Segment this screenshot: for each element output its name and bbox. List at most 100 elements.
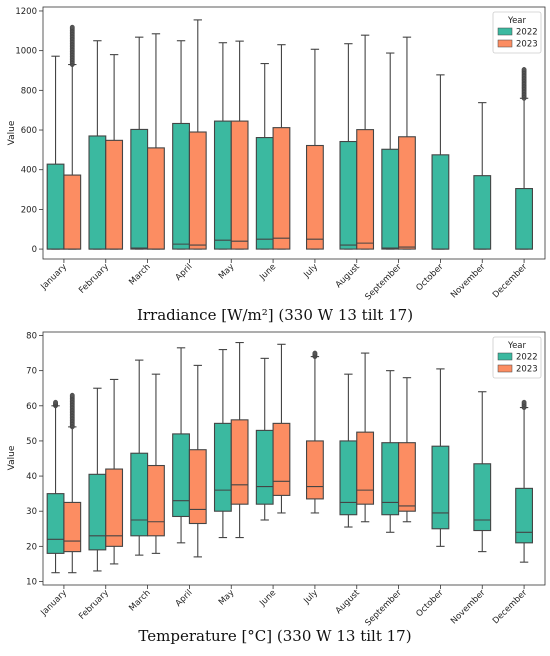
y-tick-label: 1200 [15,7,37,17]
legend-swatch-2022 [497,352,513,361]
box-2022 [172,40,190,250]
box-2023 [356,352,375,523]
box-2022 [255,357,274,521]
x-tick-label: March [127,262,152,287]
y-tick-label: 600 [21,126,37,136]
x-tick-label: November [449,588,488,627]
box-2022 [213,42,232,250]
box-iqr [339,440,358,516]
legend: Year 2022 2023 [492,11,542,54]
y-tick-label: 800 [21,86,37,96]
box-2023 [230,40,249,250]
legend-title: Year [507,341,527,351]
box-2023 [188,364,207,558]
outlier-point [69,392,75,398]
box-iqr [105,139,124,250]
box-iqr [305,144,324,250]
box-2023 [105,54,124,250]
box-iqr [63,174,82,250]
box-2022 [473,102,492,250]
box-2023 [63,392,82,574]
y-tick-label: 60 [26,402,37,412]
outlier-point [69,24,75,30]
box-2023 [356,34,375,250]
outlier-point [521,399,527,405]
box-iqr [172,122,190,250]
y-tick-label: 50 [26,437,37,447]
legend: Year 2022 2023 [492,336,542,379]
box-iqr [431,445,450,530]
legend-label-2022: 2022 [516,353,538,363]
chart-caption: Irradiance [W/m²] (330 W 13 tilt 17) [137,306,413,324]
box-iqr [188,131,207,250]
x-tick-label: November [449,262,488,301]
irradiance-chart: 0 200 400 600 800 1000 1200 January February Marc… [7,6,546,324]
box-2022 [431,74,450,250]
box-iqr [230,419,249,505]
box-2023 [398,377,416,523]
box-2022 [255,63,274,250]
plot-frame [42,6,546,260]
box-iqr [473,463,492,532]
box-iqr [305,440,324,500]
box-iqr [230,120,249,250]
x-tick-label: January [38,262,69,293]
outlier-point [53,399,58,405]
box-2023 [105,378,124,565]
y-tick-label: 80 [26,332,37,342]
legend-swatch-2023 [497,364,513,373]
legend-label-2022: 2022 [516,28,538,38]
y-tick-label: 30 [26,507,37,517]
box-2023 [63,24,82,250]
x-tick-label: December [491,588,530,627]
x-tick-label: July [301,588,320,607]
box-iqr [398,442,416,512]
box-iqr [272,422,291,496]
x-tick-label: June [257,588,278,609]
box-2023 [188,19,207,250]
box-2022 [46,399,65,574]
box-iqr [272,127,291,250]
box-iqr [147,464,165,537]
y-tick-label: 20 [26,542,37,552]
x-tick-label: October [414,262,445,293]
box-2023 [147,373,165,554]
y-tick-label: 0 [32,245,37,255]
outlier-point [312,350,318,356]
y-tick-label: 200 [21,205,37,215]
x-tick-label: October [414,588,445,619]
y-tick-label: 1000 [15,47,37,57]
y-tick-label: 40 [26,472,37,482]
box-2022 [130,36,149,250]
box-iqr [515,188,534,250]
box-2023 [147,33,165,250]
box-iqr [398,136,416,250]
box-iqr [515,487,534,544]
plot-frame [42,331,546,586]
x-tick-label: September [363,262,404,303]
box-iqr [88,473,107,551]
box-iqr [255,137,274,250]
x-tick-label: February [77,588,111,622]
box-iqr [46,493,65,554]
box-2023 [398,36,416,250]
box-2023 [305,350,324,514]
legend-title: Year [507,16,527,26]
x-tick-label: September [363,588,404,629]
x-tick-label: February [77,262,111,296]
box-iqr [213,422,232,512]
box-iqr [356,129,375,250]
box-2022 [339,373,358,528]
y-tick-label: 10 [26,577,37,587]
box-iqr [473,175,492,250]
box-2022 [515,67,534,250]
box-iqr [130,128,149,250]
box-2022 [381,52,400,250]
box-2023 [272,343,291,514]
outlier-point [521,67,527,72]
x-tick-label: July [301,262,320,281]
box-iqr [213,120,232,250]
temperature-chart: 10 20 30 40 50 60 70 80 January February March Apri… [7,331,546,645]
box-2022 [172,347,190,544]
box-2022 [339,43,358,250]
